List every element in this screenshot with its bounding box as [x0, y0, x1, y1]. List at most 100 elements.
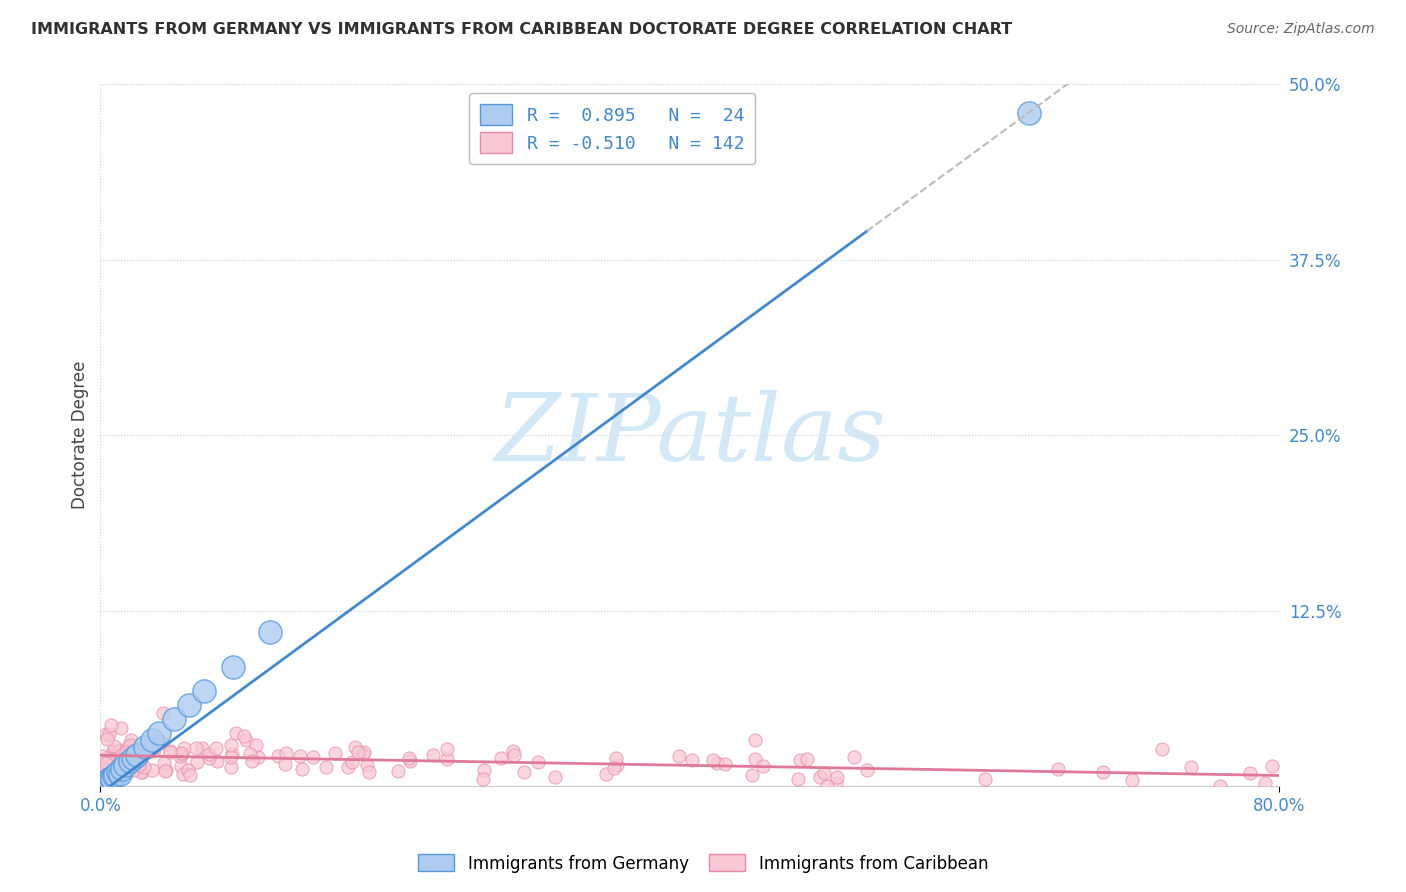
Point	[114, 745, 136, 759]
Point	[94, 727, 117, 741]
Point	[97, 773, 120, 788]
Point	[100, 771, 122, 785]
Point	[291, 762, 314, 776]
Point	[110, 747, 132, 762]
Point	[191, 740, 214, 755]
Point	[605, 751, 627, 765]
Point	[172, 767, 194, 781]
Point	[169, 748, 191, 763]
Point	[91, 776, 114, 790]
Point	[1121, 773, 1143, 788]
Point	[120, 733, 142, 747]
Point	[353, 745, 375, 759]
Point	[1254, 775, 1277, 789]
Point	[1180, 760, 1202, 774]
Point	[752, 759, 775, 773]
Point	[808, 770, 831, 784]
Point	[122, 763, 145, 777]
Point	[787, 772, 810, 787]
Point	[235, 733, 257, 747]
Point	[90, 749, 112, 764]
Point	[153, 756, 176, 770]
Point	[274, 756, 297, 771]
Point	[107, 750, 129, 764]
Point	[259, 624, 281, 639]
Point	[104, 744, 127, 758]
Point	[595, 766, 617, 780]
Point	[606, 758, 628, 772]
Point	[132, 760, 155, 774]
Point	[436, 742, 458, 756]
Text: ZIPatlas: ZIPatlas	[494, 391, 886, 480]
Point	[356, 757, 378, 772]
Point	[1150, 742, 1173, 756]
Point	[225, 726, 247, 740]
Point	[94, 775, 117, 789]
Point	[141, 763, 163, 777]
Point	[108, 757, 131, 772]
Point	[139, 736, 162, 750]
Point	[107, 745, 129, 759]
Point	[108, 760, 131, 774]
Point	[107, 745, 129, 759]
Point	[301, 749, 323, 764]
Point	[240, 754, 263, 768]
Point	[128, 752, 150, 766]
Point	[825, 776, 848, 790]
Point	[827, 770, 849, 784]
Point	[104, 768, 127, 782]
Point	[114, 758, 136, 772]
Point	[93, 754, 115, 768]
Point	[603, 761, 626, 775]
Point	[219, 738, 242, 752]
Point	[222, 660, 245, 674]
Point	[796, 752, 818, 766]
Point	[170, 758, 193, 772]
Point	[179, 768, 201, 782]
Point	[159, 743, 181, 757]
Legend: Immigrants from Germany, Immigrants from Caribbean: Immigrants from Germany, Immigrants from…	[411, 847, 995, 880]
Point	[399, 754, 422, 768]
Point	[342, 755, 364, 769]
Point	[526, 755, 548, 769]
Point	[219, 760, 242, 774]
Point	[148, 726, 170, 740]
Point	[127, 748, 149, 763]
Point	[159, 745, 181, 759]
Point	[1091, 764, 1114, 779]
Point	[98, 772, 121, 786]
Point	[714, 757, 737, 772]
Point	[267, 749, 290, 764]
Point	[117, 739, 139, 754]
Point	[239, 747, 262, 761]
Point	[103, 739, 125, 754]
Point	[141, 732, 163, 747]
Point	[105, 747, 128, 762]
Point	[103, 758, 125, 772]
Point	[489, 751, 512, 765]
Point	[247, 750, 270, 764]
Point	[115, 746, 138, 760]
Point	[193, 683, 215, 698]
Point	[118, 754, 141, 768]
Point	[104, 750, 127, 764]
Point	[502, 743, 524, 757]
Point	[668, 748, 690, 763]
Point	[141, 744, 163, 758]
Point	[472, 764, 495, 778]
Point	[177, 763, 200, 777]
Legend: R =  0.895   N =  24, R = -0.510   N = 142: R = 0.895 N = 24, R = -0.510 N = 142	[470, 94, 755, 164]
Y-axis label: Doctorate Degree: Doctorate Degree	[72, 361, 89, 509]
Point	[513, 765, 536, 780]
Point	[149, 734, 172, 748]
Point	[813, 766, 835, 780]
Point	[842, 750, 865, 764]
Text: IMMIGRANTS FROM GERMANY VS IMMIGRANTS FROM CARIBBEAN DOCTORATE DEGREE CORRELATIO: IMMIGRANTS FROM GERMANY VS IMMIGRANTS FR…	[31, 22, 1012, 37]
Point	[815, 779, 838, 793]
Point	[789, 753, 811, 767]
Point	[108, 743, 131, 757]
Point	[323, 746, 346, 760]
Point	[741, 768, 763, 782]
Point	[274, 746, 297, 760]
Point	[170, 747, 193, 761]
